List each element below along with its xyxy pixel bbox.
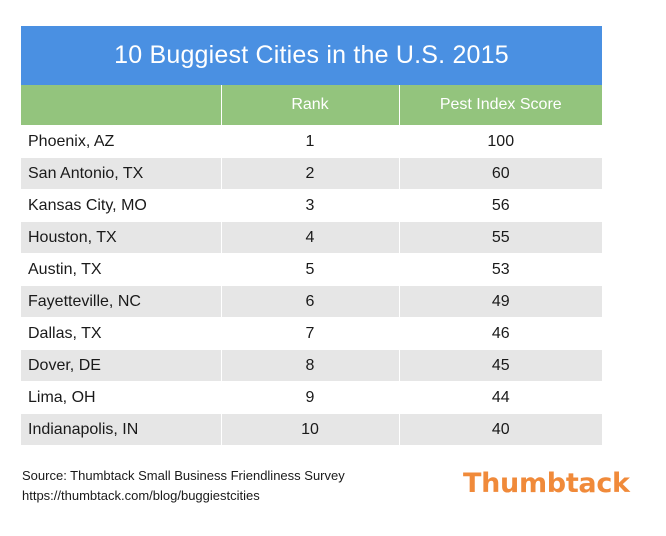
header-city (21, 85, 222, 126)
source-link[interactable]: https://thumbtack.com/blog/buggiestcitie… (22, 488, 260, 503)
table-row: Kansas City, MO 3 56 (21, 189, 602, 222)
table-row: Fayetteville, NC 6 49 (21, 285, 602, 318)
score-cell: 53 (399, 253, 602, 286)
rank-cell: 6 (221, 285, 400, 318)
rank-cell: 10 (221, 413, 400, 445)
source-note: Source: Thumbtack Small Business Friendl… (22, 466, 345, 506)
table-title: 10 Buggiest Cities in the U.S. 2015 (21, 26, 602, 85)
table-body: Phoenix, AZ 1 100 San Antonio, TX 2 60 Kansas … (21, 125, 602, 445)
score-cell: 40 (399, 413, 602, 445)
thumbtack-logo: Thumbtack (463, 468, 630, 499)
table-row: Lima, OH 9 44 (21, 381, 602, 414)
rank-cell: 8 (221, 349, 400, 382)
rank-cell: 9 (221, 381, 400, 414)
rank-cell: 7 (221, 317, 400, 350)
header-row: Rank Pest Index Score (21, 85, 602, 126)
city-cell: Phoenix, AZ (21, 125, 222, 158)
score-cell: 60 (399, 157, 602, 190)
score-cell: 49 (399, 285, 602, 318)
city-cell: Lima, OH (21, 381, 222, 414)
header-rank: Rank (221, 85, 400, 126)
table-card: 10 Buggiest Cities in the U.S. 2015 Rank… (21, 26, 602, 445)
header-score: Pest Index Score (399, 85, 602, 126)
city-cell: Indianapolis, IN (21, 413, 222, 445)
city-cell: San Antonio, TX (21, 157, 222, 190)
score-cell: 45 (399, 349, 602, 382)
score-cell: 46 (399, 317, 602, 350)
table-row: Houston, TX 4 55 (21, 221, 602, 254)
rank-cell: 1 (221, 125, 400, 158)
table-row: Phoenix, AZ 1 100 (21, 125, 602, 158)
city-cell: Fayetteville, NC (21, 285, 222, 318)
data-table: Rank Pest Index Score Phoenix, AZ 1 100 San… (21, 85, 602, 445)
score-cell: 100 (399, 125, 602, 158)
rank-cell: 5 (221, 253, 400, 286)
city-cell: Houston, TX (21, 221, 222, 254)
score-cell: 55 (399, 221, 602, 254)
rank-cell: 2 (221, 157, 400, 190)
table-row: Dover, DE 8 45 (21, 349, 602, 382)
city-cell: Kansas City, MO (21, 189, 222, 222)
table-row: San Antonio, TX 2 60 (21, 157, 602, 190)
rank-cell: 3 (221, 189, 400, 222)
table-row: Dallas, TX 7 46 (21, 317, 602, 350)
table-row: Indianapolis, IN 10 40 (21, 413, 602, 445)
source-text: Source: Thumbtack Small Business Friendl… (22, 468, 345, 483)
city-cell: Austin, TX (21, 253, 222, 286)
table-row: Austin, TX 5 53 (21, 253, 602, 286)
rank-cell: 4 (221, 221, 400, 254)
score-cell: 56 (399, 189, 602, 222)
city-cell: Dover, DE (21, 349, 222, 382)
city-cell: Dallas, TX (21, 317, 222, 350)
score-cell: 44 (399, 381, 602, 414)
